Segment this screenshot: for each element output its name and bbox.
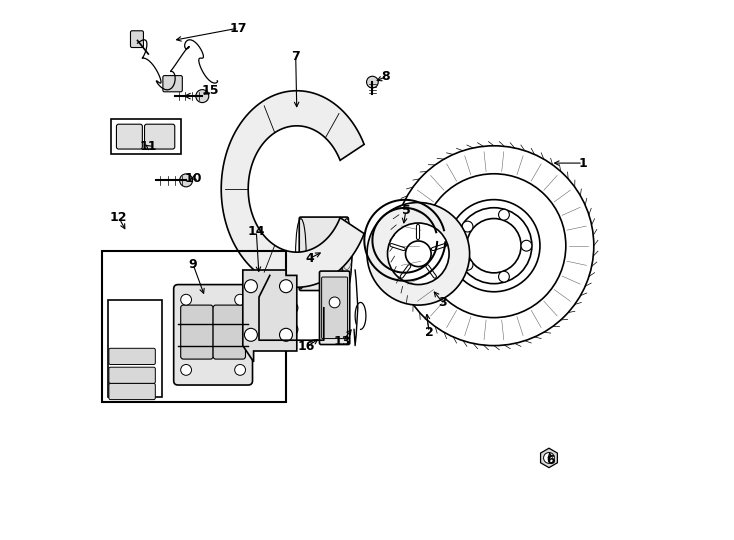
Polygon shape [221,91,364,287]
FancyBboxPatch shape [117,124,142,149]
Circle shape [330,297,340,308]
Text: 3: 3 [438,296,447,309]
Text: 14: 14 [247,225,265,238]
FancyBboxPatch shape [319,271,349,345]
FancyBboxPatch shape [299,217,349,291]
Circle shape [388,223,449,285]
FancyBboxPatch shape [109,348,156,364]
Circle shape [498,210,509,220]
FancyBboxPatch shape [145,124,175,149]
FancyBboxPatch shape [213,305,245,359]
Circle shape [285,301,298,314]
Text: 15: 15 [202,84,219,97]
Ellipse shape [341,219,352,289]
Text: 2: 2 [425,326,434,339]
Text: 1: 1 [578,157,587,170]
Circle shape [521,240,532,251]
Circle shape [462,259,473,270]
FancyBboxPatch shape [163,76,182,92]
Text: 11: 11 [139,140,157,153]
Text: 16: 16 [298,340,315,353]
Text: 7: 7 [291,50,300,63]
Circle shape [280,328,292,341]
Circle shape [180,174,192,187]
Text: 12: 12 [110,211,128,224]
Circle shape [366,76,378,88]
FancyBboxPatch shape [109,367,156,383]
Circle shape [244,280,258,293]
Polygon shape [243,270,297,362]
FancyBboxPatch shape [321,277,348,339]
FancyBboxPatch shape [174,285,252,385]
Text: 10: 10 [184,172,202,185]
Circle shape [181,294,192,305]
Text: 13: 13 [334,335,352,348]
Text: 8: 8 [382,70,390,83]
Circle shape [196,90,208,103]
Text: 9: 9 [189,258,197,271]
Text: 17: 17 [230,22,247,35]
FancyBboxPatch shape [131,31,143,48]
Text: 6: 6 [546,454,555,467]
Circle shape [544,453,554,463]
Text: 4: 4 [306,252,315,265]
Circle shape [235,294,245,305]
Circle shape [462,221,473,232]
Text: 5: 5 [401,204,410,217]
Circle shape [181,364,192,375]
Circle shape [285,323,298,336]
Circle shape [244,328,258,341]
FancyBboxPatch shape [181,305,213,359]
Circle shape [280,280,292,293]
FancyBboxPatch shape [109,383,156,400]
Circle shape [498,271,509,282]
Circle shape [367,202,470,305]
Circle shape [235,364,245,375]
